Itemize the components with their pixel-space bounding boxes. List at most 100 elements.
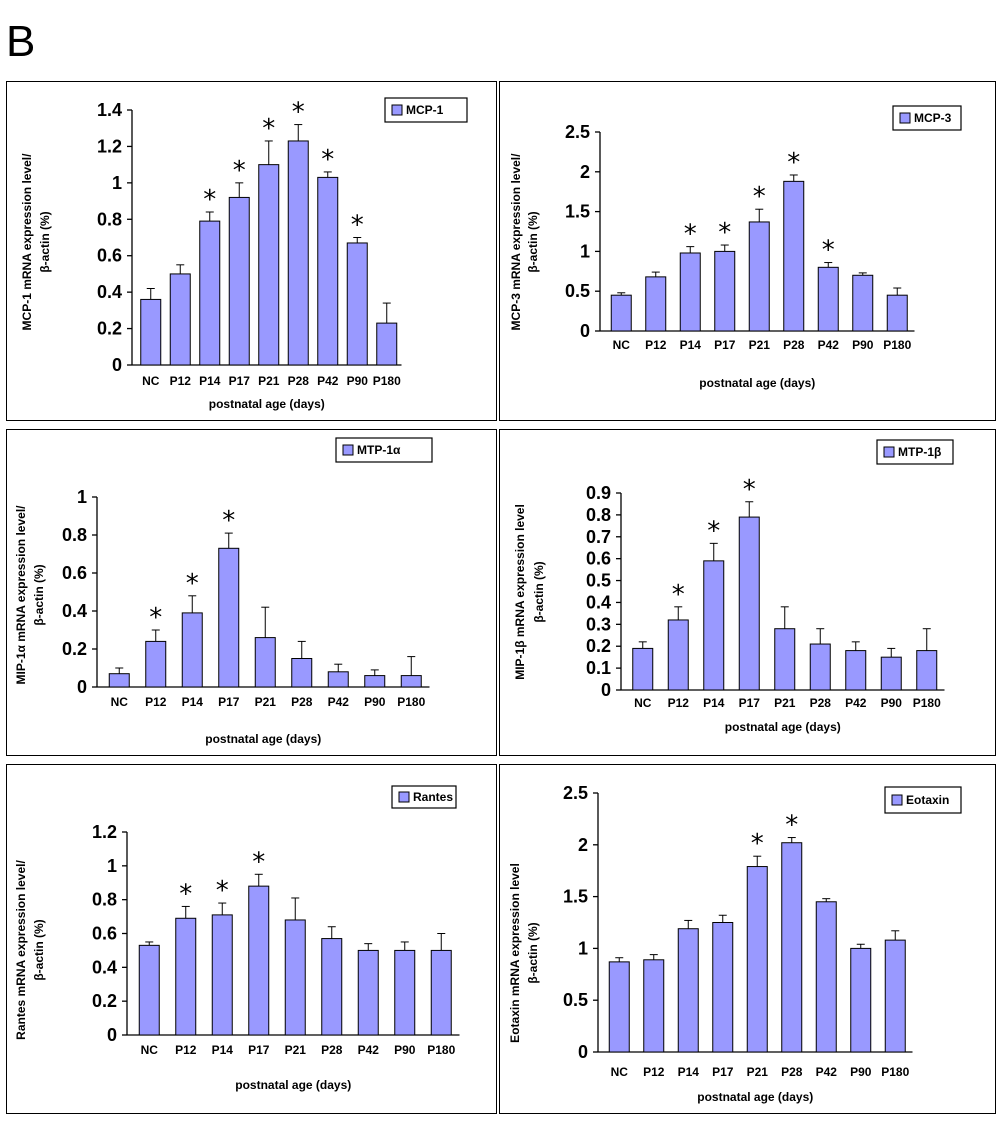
bar-p14 bbox=[211, 914, 233, 1036]
bar-chart: 0 0.5 1 1.5 2 2.5 NC P12 P14 * P17 * P21 * P28 * P42 * P90… bbox=[509, 105, 962, 390]
bar-p90 bbox=[880, 656, 902, 691]
x-tick-label: P28 bbox=[288, 374, 310, 388]
y-tick-label: 0.8 bbox=[92, 890, 117, 910]
bar-p14 bbox=[677, 928, 699, 1053]
y-tick-label: 2 bbox=[580, 162, 590, 182]
legend-label: MTP-1β bbox=[898, 445, 941, 459]
bar-p42 bbox=[317, 176, 339, 366]
y-tick-label: 0 bbox=[578, 1042, 588, 1062]
significance-marker: * bbox=[222, 506, 235, 536]
significance-marker: * bbox=[684, 220, 697, 250]
legend-label: Eotaxin bbox=[906, 793, 949, 807]
x-tick-label: P42 bbox=[816, 1065, 838, 1079]
x-tick-label: P42 bbox=[818, 338, 840, 352]
legend-label: Rantes bbox=[413, 790, 453, 804]
y-axis-label-unit: β-actin (%) bbox=[526, 922, 540, 983]
bar-p21 bbox=[774, 628, 796, 691]
y-tick-label: 0.2 bbox=[586, 636, 611, 656]
significance-marker: * bbox=[743, 475, 756, 505]
y-tick-label: 2 bbox=[578, 835, 588, 855]
bar-p42 bbox=[815, 901, 837, 1053]
y-tick-label: 0 bbox=[112, 355, 122, 375]
x-tick-label: P90 bbox=[394, 1043, 416, 1057]
bar-chart: 0 0.2 0.4 0.6 0.8 1 1.2 NC P12 * P14 * P17 * P21 P28 P42… bbox=[14, 785, 460, 1092]
x-tick-label: P12 bbox=[643, 1065, 665, 1079]
x-tick-label: P14 bbox=[680, 338, 702, 352]
x-tick-label: P180 bbox=[883, 338, 911, 352]
bar-p28 bbox=[291, 658, 313, 688]
y-tick-label: 0.5 bbox=[565, 281, 590, 301]
significance-marker: * bbox=[149, 603, 162, 633]
chart-panel-eotaxin: 0 0.5 1 1.5 2 2.5 NC P12 P14 P17 P21 * P28 * P42 P90 P18… bbox=[499, 764, 996, 1114]
bar-p28 bbox=[321, 938, 343, 1036]
bar-p17 bbox=[712, 922, 734, 1053]
bar-p21 bbox=[258, 164, 280, 366]
bar-p90 bbox=[394, 949, 416, 1036]
x-tick-label: P28 bbox=[781, 1065, 803, 1079]
x-axis-label: postnatal age (days) bbox=[209, 397, 325, 411]
x-tick-label: P17 bbox=[712, 1065, 734, 1079]
chart-panel-mcp1: 0 0.2 0.4 0.6 0.8 1 1.2 1.4 NC P12 P14 * P17 * P21 * P28… bbox=[6, 81, 497, 421]
y-tick-label: 0.2 bbox=[92, 991, 117, 1011]
y-axis-label-unit: β-actin (%) bbox=[526, 211, 540, 272]
y-tick-label: 0.4 bbox=[586, 592, 611, 612]
significance-marker: * bbox=[186, 569, 199, 599]
legend-swatch bbox=[342, 444, 354, 456]
significance-marker: * bbox=[751, 829, 764, 859]
x-tick-label: P42 bbox=[845, 696, 867, 710]
legend-swatch bbox=[398, 791, 410, 803]
y-tick-label: 0.9 bbox=[586, 483, 611, 503]
bar-chart: 0 0.2 0.4 0.6 0.8 1 NC P12 * P14 * P17 * P21 P28 P42 P90… bbox=[14, 437, 433, 746]
bar-p180 bbox=[916, 650, 938, 691]
y-axis-label-unit: β-actin (%) bbox=[532, 561, 546, 622]
bar-p90 bbox=[364, 675, 386, 688]
y-axis-label: Rantes mRNA expression level/ bbox=[14, 860, 28, 1040]
bar-p14 bbox=[181, 612, 203, 688]
significance-marker: * bbox=[321, 145, 334, 175]
x-tick-label: P28 bbox=[810, 696, 832, 710]
y-tick-label: 1 bbox=[107, 856, 117, 876]
significance-marker: * bbox=[216, 876, 229, 906]
figure-letter: B bbox=[6, 17, 36, 66]
x-tick-label: P180 bbox=[913, 696, 941, 710]
y-tick-label: 0.6 bbox=[586, 549, 611, 569]
y-tick-label: 0.6 bbox=[97, 246, 122, 266]
x-tick-label: P42 bbox=[358, 1043, 380, 1057]
y-tick-label: 0.5 bbox=[563, 990, 588, 1010]
x-tick-label: P180 bbox=[427, 1043, 455, 1057]
x-tick-label: P12 bbox=[668, 696, 690, 710]
x-tick-label: P21 bbox=[255, 695, 277, 709]
significance-marker: * bbox=[785, 811, 798, 841]
y-tick-label: 1.2 bbox=[97, 136, 122, 156]
x-tick-label: P90 bbox=[881, 696, 903, 710]
bar-p17 bbox=[248, 885, 270, 1036]
x-axis-label: postnatal age (days) bbox=[235, 1078, 351, 1092]
significance-marker: * bbox=[292, 98, 305, 128]
y-tick-label: 0 bbox=[601, 680, 611, 700]
y-axis-label: MCP-3 mRNA expression level/ bbox=[509, 153, 523, 331]
y-tick-label: 0.3 bbox=[586, 614, 611, 634]
x-tick-label: P42 bbox=[317, 374, 339, 388]
bar-p14 bbox=[199, 220, 221, 366]
legend-swatch bbox=[891, 794, 903, 806]
x-tick-label: NC bbox=[141, 1043, 159, 1057]
bar-p42 bbox=[327, 671, 349, 688]
bar-p180 bbox=[376, 322, 398, 366]
x-axis-label: postnatal age (days) bbox=[699, 376, 815, 390]
bar-p180 bbox=[430, 949, 452, 1036]
bar-p17 bbox=[738, 516, 760, 691]
bar-p180 bbox=[886, 294, 908, 332]
chart-panel-mip1b: 0 0.1 0.2 0.3 0.4 0.5 0.6 0.7 0.8 0.9 NC P12 * P14 * P1… bbox=[499, 429, 996, 756]
y-tick-label: 0.4 bbox=[92, 957, 117, 977]
x-tick-label: NC bbox=[142, 374, 160, 388]
x-tick-label: P28 bbox=[291, 695, 313, 709]
legend-swatch bbox=[899, 112, 911, 124]
x-tick-label: NC bbox=[613, 338, 631, 352]
x-tick-label: P17 bbox=[739, 696, 761, 710]
legend-label: MTP-1α bbox=[357, 443, 401, 457]
x-tick-label: P14 bbox=[212, 1043, 234, 1057]
y-tick-label: 0.5 bbox=[586, 571, 611, 591]
bar-p17 bbox=[714, 250, 736, 332]
y-tick-label: 0 bbox=[580, 321, 590, 341]
x-tick-label: P17 bbox=[229, 374, 251, 388]
